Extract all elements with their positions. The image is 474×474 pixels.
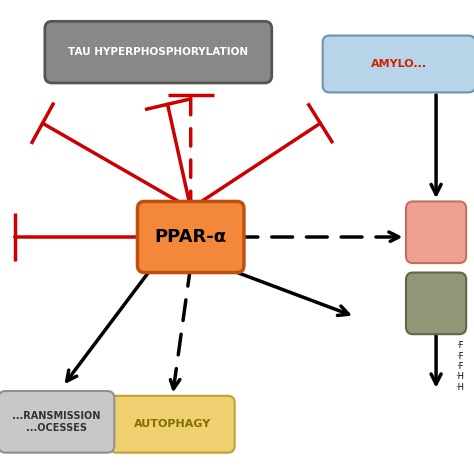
Text: AUTOPHAGY: AUTOPHAGY [134, 419, 211, 429]
Text: ...RANSMISSION
...OCESSES: ...RANSMISSION ...OCESSES [12, 411, 100, 433]
Text: AMYLO...: AMYLO... [371, 59, 427, 69]
Text: ·F
·F
·F
·H
·H: ·F ·F ·F ·H ·H [455, 341, 464, 392]
FancyBboxPatch shape [0, 391, 114, 453]
FancyBboxPatch shape [406, 273, 466, 334]
FancyBboxPatch shape [323, 36, 474, 92]
FancyBboxPatch shape [109, 396, 235, 453]
FancyBboxPatch shape [406, 201, 466, 263]
Text: TAU HYPERPHOSPHORYLATION: TAU HYPERPHOSPHORYLATION [68, 47, 248, 57]
Text: PPAR-α: PPAR-α [155, 228, 227, 246]
FancyBboxPatch shape [45, 21, 272, 83]
FancyBboxPatch shape [137, 201, 244, 273]
